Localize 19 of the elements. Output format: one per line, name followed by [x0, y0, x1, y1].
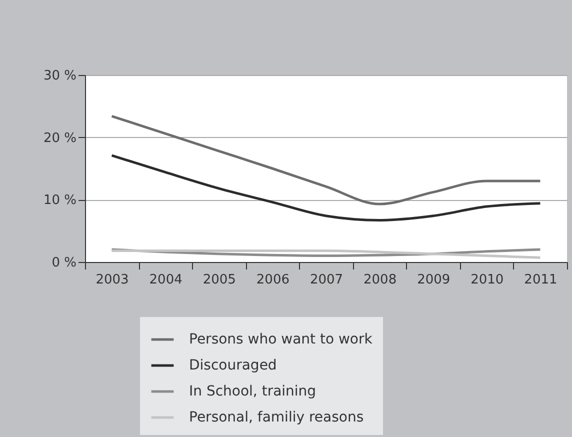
y-tick-label: 30 % [43, 68, 76, 84]
legend-label: Discouraged [189, 358, 277, 374]
x-tick-label: 2008 [364, 272, 397, 288]
x-tick-label: 2006 [256, 272, 290, 288]
legend-label: Persons who want to work [189, 332, 374, 348]
y-tick-label: 10 % [43, 193, 76, 208]
y-tick-label: 20 % [43, 130, 76, 146]
legend-label: In School, training [189, 384, 316, 400]
legend-label: Personal, familiy reasons [189, 410, 364, 426]
line-series [110, 114, 542, 206]
x-tick-label: 2010 [470, 272, 504, 288]
x-tick-label: 2009 [417, 272, 450, 288]
y-tick-label: 0 % [52, 256, 76, 270]
x-tick-label: 2003 [96, 272, 129, 288]
x-tick-label: 2005 [202, 272, 236, 288]
x-tick-label: 2007 [310, 272, 344, 288]
line-series [110, 154, 542, 222]
x-tick-label: 2004 [149, 272, 182, 288]
x-tick-label: 2011 [524, 272, 558, 288]
